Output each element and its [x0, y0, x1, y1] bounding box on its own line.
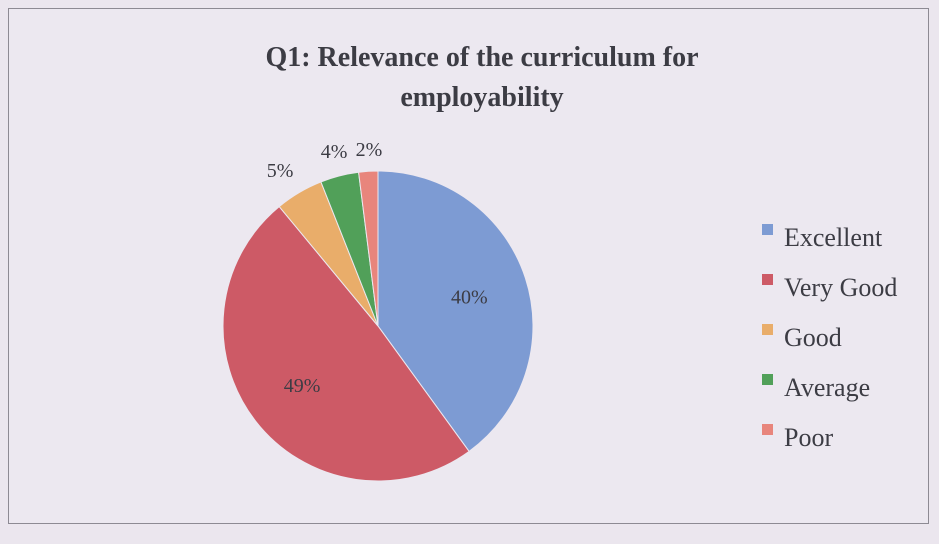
legend-swatch-good	[762, 324, 773, 335]
legend: Excellent Very Good Good Average Poor	[762, 223, 897, 452]
slice-label-very-good: 49%	[284, 375, 321, 397]
chart-title-line-2: employability	[400, 82, 563, 113]
chart-title-line-1: Q1: Relevance of the curriculum for	[265, 42, 698, 73]
legend-swatch-very-good	[762, 274, 773, 285]
slice-label-average: 4%	[321, 141, 348, 163]
legend-label-very-good: Very Good	[784, 273, 897, 302]
slice-label-excellent: 40%	[451, 286, 488, 308]
legend-label-poor: Poor	[784, 423, 833, 452]
legend-swatch-poor	[762, 424, 773, 435]
legend-swatch-average	[762, 374, 773, 385]
slice-label-good: 5%	[267, 160, 294, 182]
pie-slices	[223, 171, 533, 481]
slice-label-poor: 2%	[356, 139, 383, 161]
legend-label-good: Good	[784, 323, 842, 352]
legend-swatch-excellent	[762, 224, 773, 235]
legend-label-average: Average	[784, 373, 870, 402]
legend-label-excellent: Excellent	[784, 223, 883, 252]
